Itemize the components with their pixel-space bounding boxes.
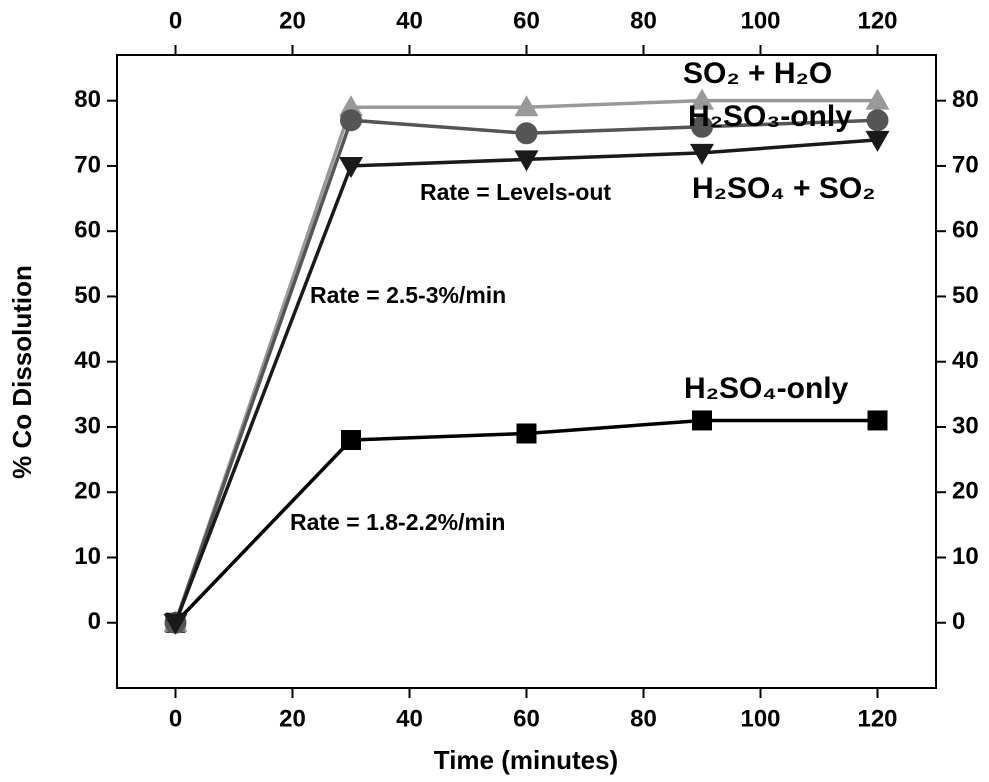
y-tick-label-right: 10 [952,543,979,570]
marker [339,156,363,178]
x-tick-label: 0 [169,705,182,732]
y-tick-label-right: 30 [952,412,979,439]
marker [690,143,714,165]
x-tick-label: 120 [857,705,897,732]
marker [516,423,537,444]
y-tick-label-right: 60 [952,217,979,244]
marker [163,613,188,635]
y-tick-label: 70 [74,151,101,178]
x-axis-title: Time (minutes) [434,745,618,775]
y-tick-label: 10 [74,543,101,570]
y-tick-label-right: 40 [952,347,979,374]
y-tick-label-right: 50 [952,282,979,309]
y-tick-label-right: 20 [952,478,979,505]
marker [690,88,714,110]
x-tick-label-top: 80 [630,7,657,34]
marker [865,88,890,110]
x-tick-label: 20 [279,705,306,732]
y-tick-label-right: 70 [952,151,979,178]
marker [691,115,713,138]
y-tick-label: 40 [74,347,101,374]
y-tick-label: 30 [74,412,101,439]
x-tick-label-top: 40 [396,7,423,34]
x-tick-label-top: 20 [279,7,306,34]
marker [692,410,712,431]
y-axis-title: % Co Dissolution [7,265,37,479]
annotation: Rate = Levels-out [420,179,611,205]
marker [865,130,890,152]
series-line [174,418,878,624]
marker [341,430,361,451]
x-tick-label: 80 [630,705,657,732]
x-tick-label-top: 120 [857,7,897,34]
series-label: H₂SO₄ + SO₂ [692,172,876,205]
series-label: SO₂ + H₂O [683,57,832,90]
annotation: Rate = 2.5-3%/min [310,282,506,308]
series-label: H₂SO₃-only [688,100,852,133]
y-tick-label-right: 80 [952,86,979,113]
x-tick-label: 100 [740,705,780,732]
marker [339,95,363,117]
x-tick-label: 40 [396,705,423,732]
y-tick-label: 50 [74,282,101,309]
marker [514,95,539,117]
y-tick-label-right: 0 [952,608,965,635]
x-tick-label-top: 0 [169,7,182,34]
marker [340,109,362,132]
y-tick-label: 0 [88,608,101,635]
marker [514,150,539,172]
annotation: Rate = 1.8-2.2%/min [290,509,505,535]
marker [515,122,538,145]
x-tick-label: 60 [513,705,540,732]
series-label: H₂SO₄-only [684,372,849,405]
x-tick-label-top: 100 [740,7,780,34]
marker [866,109,889,132]
x-tick-label-top: 60 [513,7,540,34]
y-tick-label: 20 [74,478,101,505]
y-tick-label: 60 [74,217,101,244]
marker [867,410,888,431]
y-tick-label: 80 [74,86,101,113]
